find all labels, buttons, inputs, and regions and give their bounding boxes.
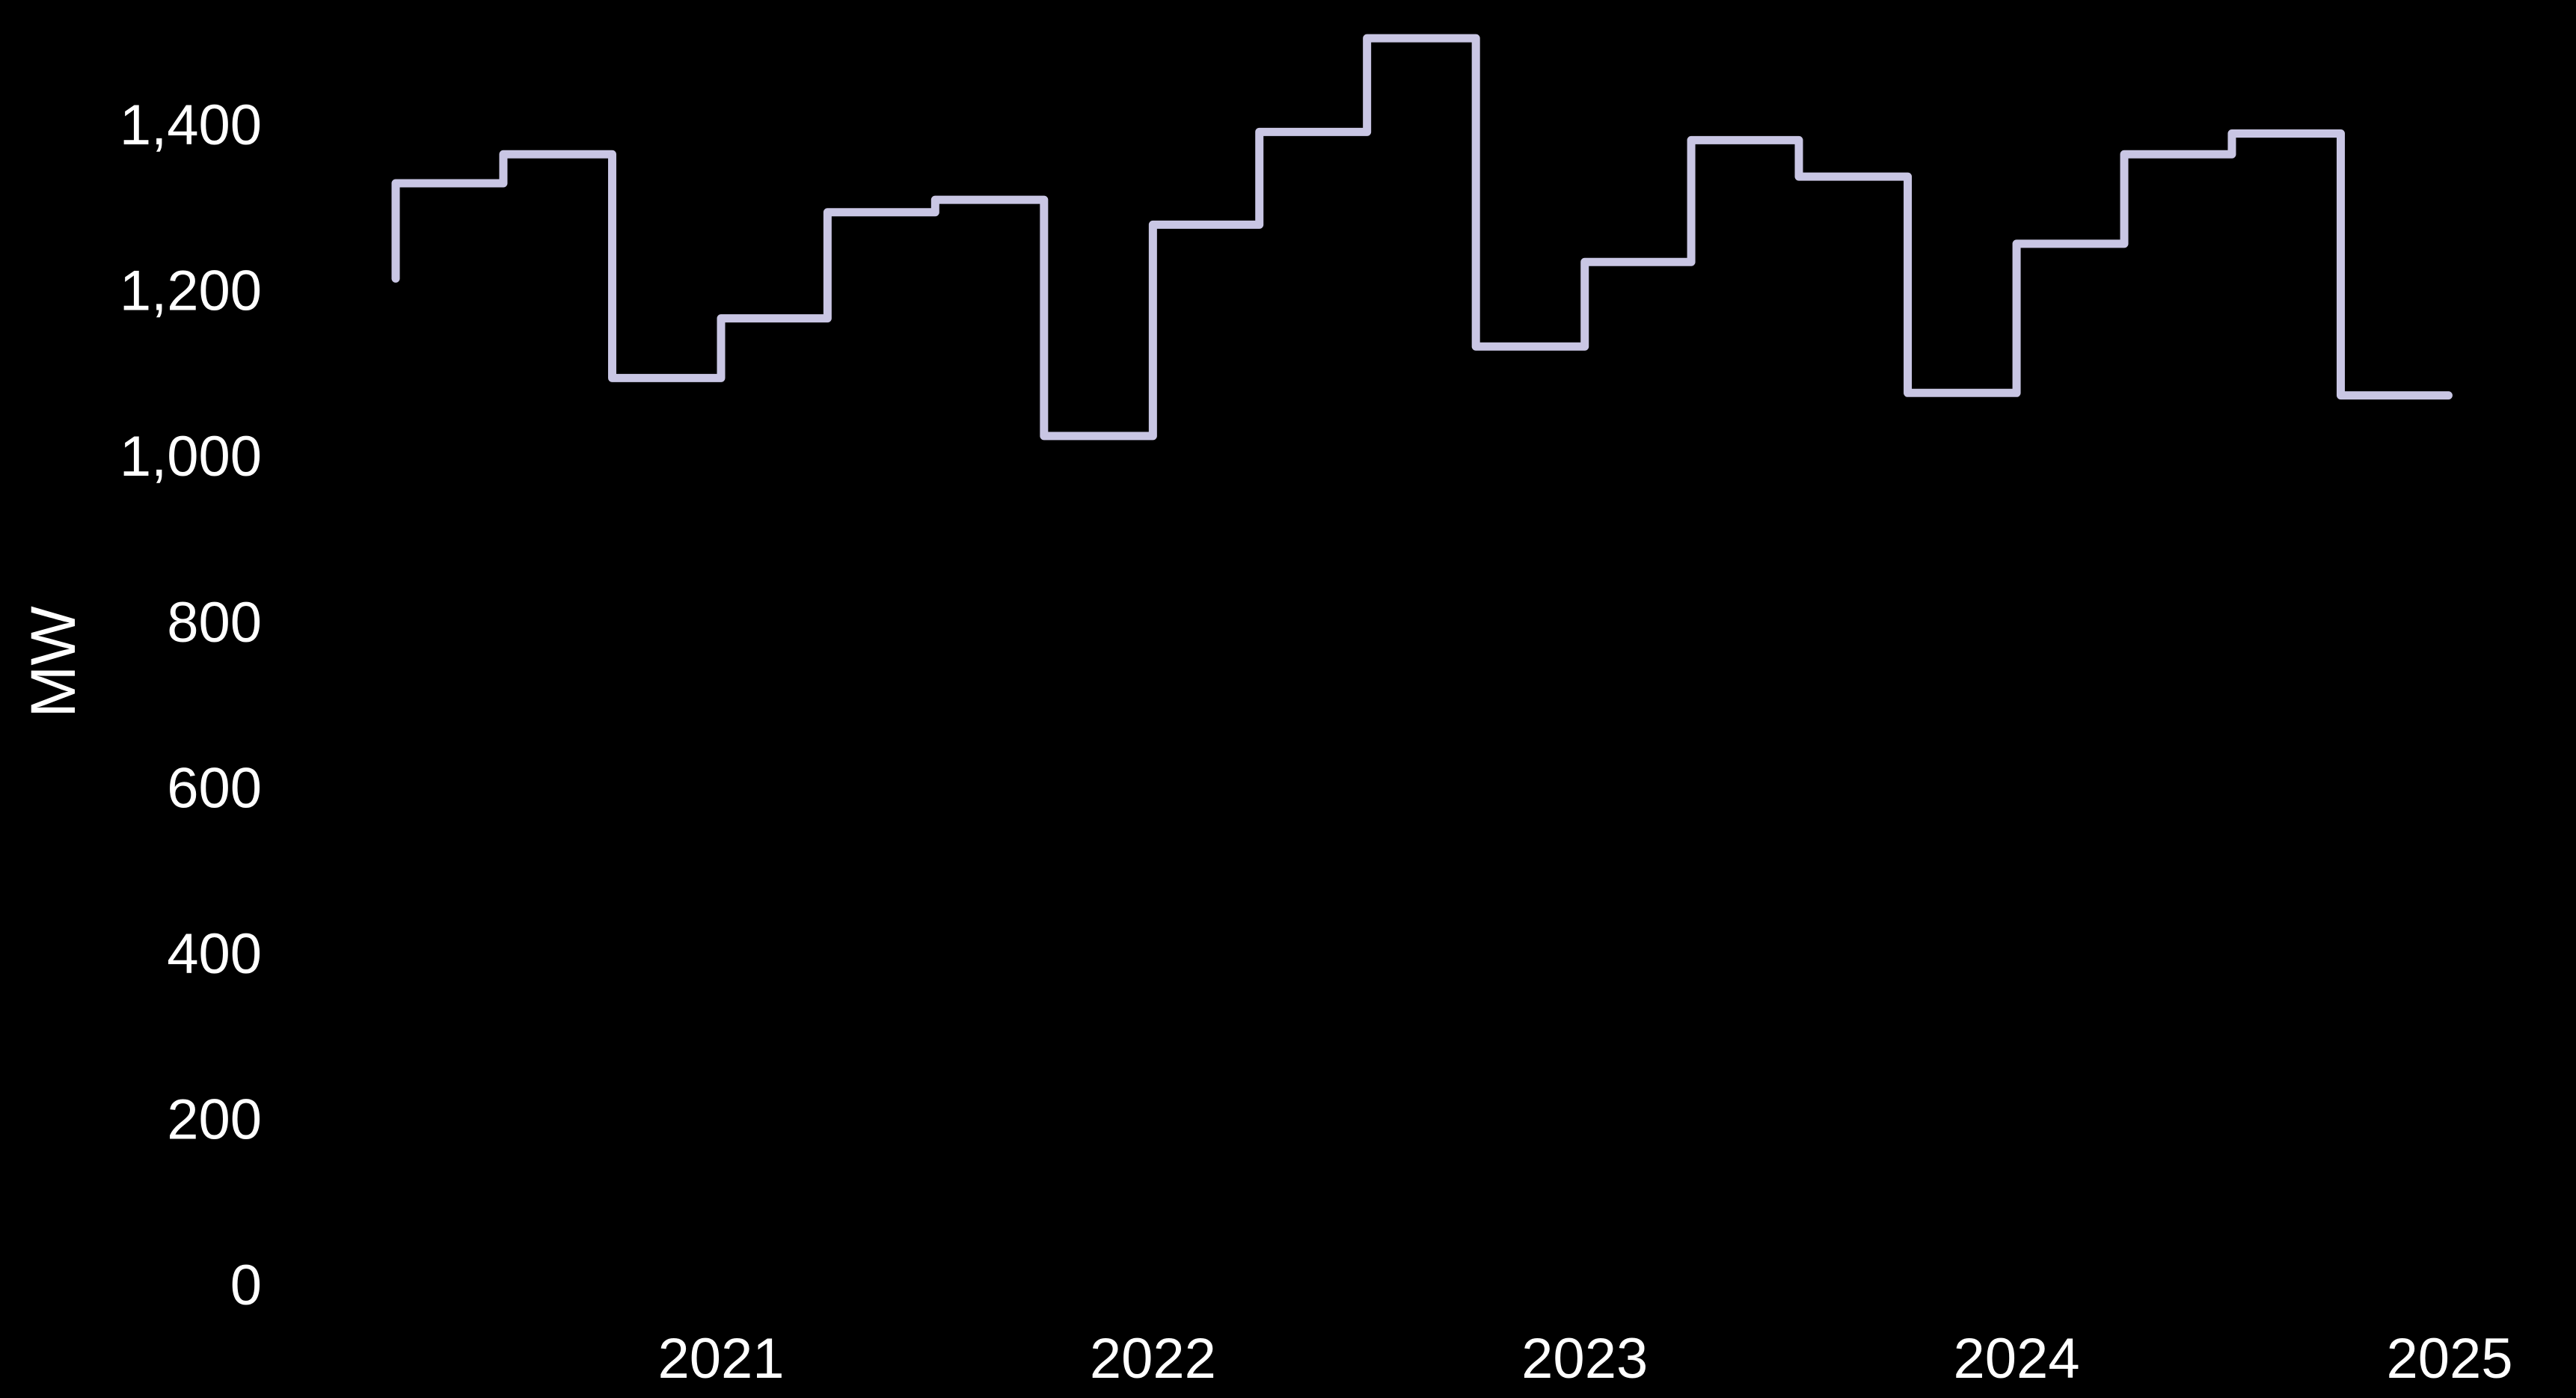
y-axis-label: MW [18, 606, 88, 717]
x-tick-label: 2022 [1090, 1327, 1216, 1391]
y-axis-ticks: 0 200 400 600 800 1,000 1,200 1,400 [120, 93, 262, 1317]
plot-area [391, 34, 2453, 441]
series-line [391, 34, 2453, 441]
x-tick-label: 2024 [1954, 1327, 2080, 1391]
x-tick-label: 2021 [657, 1327, 784, 1391]
y-tick-label: 1,200 [120, 260, 262, 323]
y-tick-label: 200 [167, 1088, 262, 1152]
y-tick-label: 1,000 [120, 425, 262, 488]
x-axis-ticks: 2021 2022 2023 2024 2025 [657, 1327, 2512, 1391]
y-tick-label: 0 [230, 1254, 262, 1317]
y-tick-label: 400 [167, 922, 262, 986]
y-tick-label: 800 [167, 591, 262, 654]
y-tick-label: 1,400 [120, 93, 262, 157]
y-tick-label: 600 [167, 756, 262, 820]
x-tick-label: 2023 [1521, 1327, 1648, 1391]
x-tick-label: 2025 [2386, 1327, 2512, 1391]
